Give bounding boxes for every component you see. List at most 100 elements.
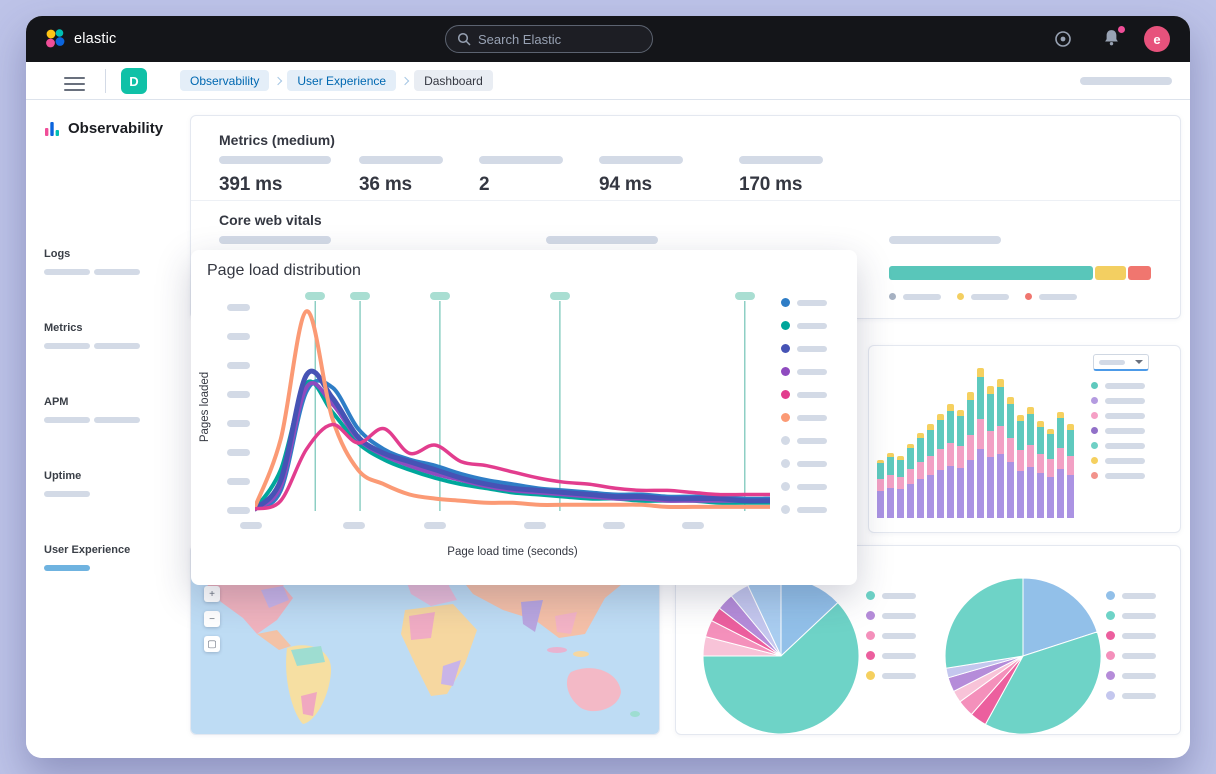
bell-icon (1105, 30, 1118, 46)
bar[interactable] (1027, 407, 1034, 518)
bar[interactable] (1037, 421, 1044, 518)
breadcrumb-user-experience[interactable]: User Experience (287, 70, 397, 91)
legend-dot (781, 482, 790, 491)
help-icon[interactable] (1054, 30, 1072, 48)
legend-item[interactable] (1091, 427, 1145, 434)
legend-dot (1106, 651, 1115, 660)
bar[interactable] (947, 404, 954, 518)
search-icon (457, 32, 471, 46)
bar-segment (957, 468, 964, 518)
bar[interactable] (907, 444, 914, 518)
avatar[interactable]: e (1144, 26, 1170, 52)
bar[interactable] (917, 433, 924, 518)
breakdown-select[interactable] (1093, 354, 1149, 371)
sidebar-item-logs[interactable]: Logs (44, 248, 141, 280)
legend-item[interactable] (781, 505, 827, 514)
map-zoom-in-button[interactable]: + (204, 586, 220, 602)
bar[interactable] (987, 386, 994, 518)
bar-segment (1027, 467, 1034, 518)
legend-item[interactable] (781, 436, 827, 445)
legend-item[interactable] (1091, 457, 1145, 464)
legend-item[interactable] (866, 651, 916, 660)
legend-item[interactable] (781, 321, 827, 330)
legend-dot (781, 367, 790, 376)
legend-item[interactable] (866, 631, 916, 640)
legend-dot (1106, 611, 1115, 620)
legend-dot (1106, 591, 1115, 600)
annotation-pill[interactable] (305, 292, 326, 300)
notifications-button[interactable] (1104, 26, 1125, 47)
legend-item[interactable] (889, 293, 941, 300)
legend-item[interactable] (866, 611, 916, 620)
legend-item[interactable] (1091, 472, 1145, 479)
legend-item[interactable] (781, 298, 827, 307)
sidebar-item-metrics[interactable]: Metrics (44, 322, 141, 354)
legend-label-skeleton (797, 414, 827, 421)
legend-dot (866, 631, 875, 640)
legend-item[interactable] (1106, 671, 1156, 680)
legend-item[interactable] (866, 591, 916, 600)
map-zoom-out-button[interactable]: − (204, 611, 220, 627)
legend-dot (1091, 442, 1098, 449)
legend-label-skeleton (1122, 592, 1156, 599)
bar-segment (937, 449, 944, 470)
sidebar-item-apm[interactable]: APM (44, 396, 141, 428)
bar[interactable] (967, 392, 974, 518)
bar[interactable] (937, 414, 944, 518)
legend-item[interactable] (1091, 382, 1145, 389)
sidebar-item-user-experience[interactable]: User Experience (44, 544, 130, 571)
legend-item[interactable] (1106, 651, 1156, 660)
legend-item[interactable] (781, 459, 827, 468)
bar[interactable] (887, 453, 894, 518)
bar-segment (957, 410, 964, 416)
bar-segment (887, 453, 894, 457)
legend-item[interactable] (1091, 397, 1145, 404)
annotation-pill[interactable] (429, 292, 450, 300)
bar[interactable] (1047, 429, 1054, 518)
menu-button[interactable] (64, 73, 85, 95)
breadcrumb-observability[interactable]: Observability (180, 70, 270, 91)
bar[interactable] (877, 460, 884, 518)
bar[interactable] (897, 456, 904, 518)
global-search[interactable] (445, 25, 653, 53)
bar-segment (887, 457, 894, 475)
legend-item[interactable] (1091, 442, 1145, 449)
elastic-brand[interactable]: elastic (44, 16, 117, 62)
legend-item[interactable] (1106, 691, 1156, 700)
map-layers-button[interactable]: ▢ (204, 636, 220, 652)
bar[interactable] (927, 424, 934, 518)
legend-item[interactable] (1106, 591, 1156, 600)
metric: 391 ms (219, 156, 331, 196)
bar-segment (897, 489, 904, 518)
legend-item[interactable] (781, 390, 827, 399)
bar-segment (1047, 459, 1054, 477)
legend-item[interactable] (957, 293, 1009, 300)
space-badge[interactable]: D (121, 68, 147, 94)
legend-item[interactable] (781, 482, 827, 491)
legend-item[interactable] (781, 413, 827, 422)
legend-item[interactable] (781, 367, 827, 376)
legend-label-skeleton (882, 672, 916, 679)
bar[interactable] (977, 368, 984, 518)
legend-item[interactable] (1106, 611, 1156, 620)
legend-item[interactable] (1025, 293, 1077, 300)
bar[interactable] (1007, 397, 1014, 518)
annotation-pill[interactable] (549, 292, 570, 300)
bar[interactable] (1067, 424, 1074, 518)
bar[interactable] (1017, 415, 1024, 518)
search-input[interactable] (478, 31, 628, 47)
legend-item[interactable] (1091, 412, 1145, 419)
annotation-pill[interactable] (734, 292, 755, 300)
legend-item[interactable] (1106, 631, 1156, 640)
sidebar-item-uptime[interactable]: Uptime (44, 470, 90, 502)
legend-item[interactable] (866, 671, 916, 680)
bar[interactable] (997, 379, 1004, 518)
bar-segment (1067, 430, 1074, 456)
annotation-pill[interactable] (350, 292, 371, 300)
legend-label-skeleton (882, 632, 916, 639)
notification-dot (1118, 26, 1125, 33)
legend-dot (781, 413, 790, 422)
legend-item[interactable] (781, 344, 827, 353)
bar[interactable] (1057, 412, 1064, 518)
bar[interactable] (957, 410, 964, 518)
